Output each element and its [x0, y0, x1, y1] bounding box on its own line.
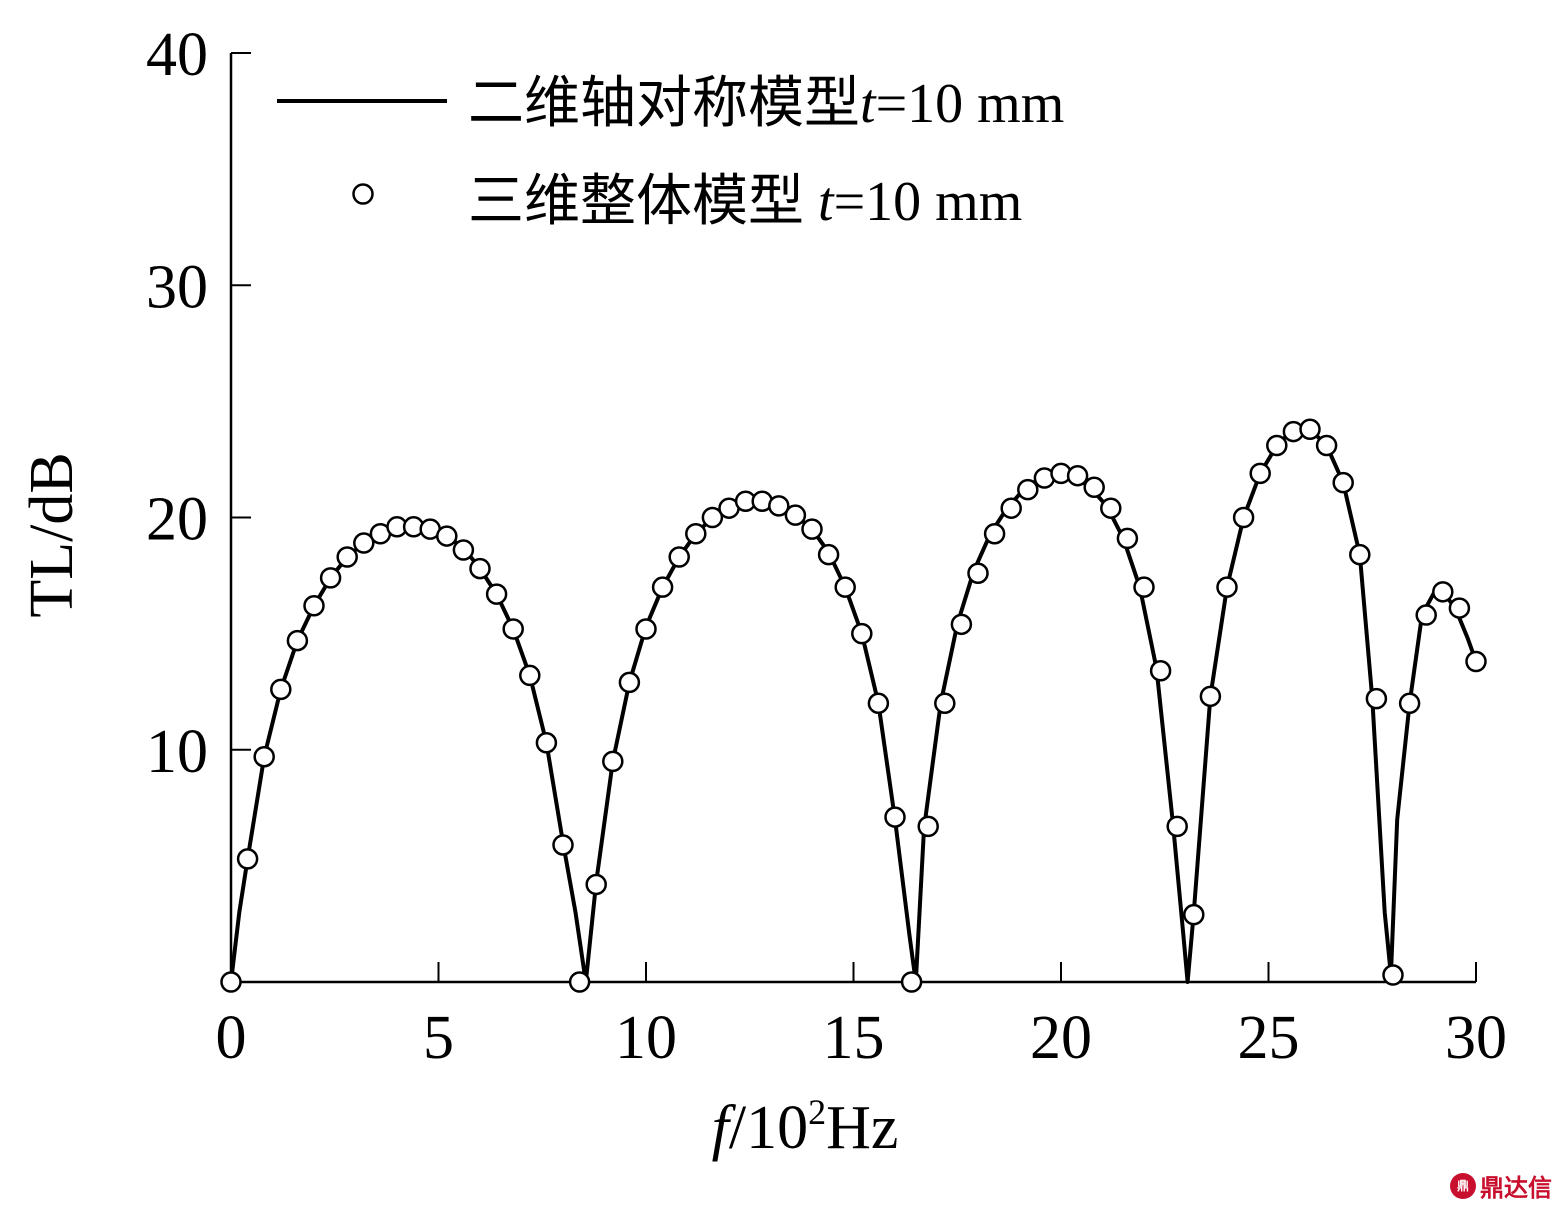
y-tick-label: 40 [146, 21, 208, 89]
data-point-marker [1448, 597, 1471, 619]
data-point-marker [319, 567, 342, 589]
data-point-marker [270, 678, 292, 701]
data-point-marker [1382, 964, 1404, 986]
data-point-marker [436, 525, 458, 547]
data-point-marker [1149, 660, 1172, 682]
data-point-marker [1166, 815, 1188, 838]
data-point-marker [1349, 543, 1371, 566]
data-point-marker [817, 543, 840, 566]
data-point-marker [1299, 418, 1321, 440]
y-tick-label: 30 [146, 253, 208, 321]
data-point-marker [1183, 903, 1205, 926]
data-point-marker [784, 504, 807, 526]
data-point-marker [867, 692, 890, 715]
data-point-marker [1432, 581, 1454, 603]
data-point-marker [485, 583, 508, 605]
y-tick-label: 20 [146, 486, 208, 554]
data-point-marker [1465, 650, 1487, 673]
data-point-marker [552, 834, 574, 856]
data-point-marker [618, 671, 641, 694]
data-point-marker [1398, 692, 1421, 715]
data-point-marker [1199, 685, 1222, 708]
data-point-marker [535, 732, 558, 754]
x-tick-label: 30 [1445, 1004, 1507, 1072]
x-tick-label: 20 [1030, 1004, 1092, 1072]
data-point-marker [1100, 497, 1122, 519]
y-axis-title: TL/dB [18, 452, 86, 617]
data-point-marker [1249, 462, 1271, 485]
data-point-marker [900, 971, 923, 993]
data-point-marker [635, 618, 657, 640]
data-point-marker [1266, 434, 1288, 457]
watermark-logo-icon: 鼎 [1450, 1172, 1476, 1199]
watermark-text: 鼎达信 [1480, 1174, 1552, 1202]
legend-label: 二维轴对称模型t=10 mm [468, 73, 1064, 135]
data-point-marker [768, 495, 790, 517]
data-point-marker [851, 622, 873, 645]
data-point-marker [1415, 604, 1437, 626]
data-point-marker [519, 664, 541, 687]
data-point-marker [1315, 434, 1338, 457]
data-point-marker [336, 546, 358, 568]
legend-label: 三维整体模型 t=10 mm [468, 171, 1022, 233]
data-point-marker [668, 546, 690, 568]
data-point-marker [502, 618, 524, 640]
data-point-marker [884, 806, 906, 828]
axis-ticks: 0 5 10 15 20 25 30 10 20 30 40 [146, 21, 1507, 1072]
data-point-marker [286, 629, 309, 652]
x-tick-label: 0 [216, 1004, 247, 1072]
data-point-marker [602, 750, 624, 773]
data-point-marker [651, 576, 674, 598]
x-tick-label: 10 [615, 1004, 677, 1072]
data-point-marker [1017, 478, 1039, 501]
data-point-marker [452, 539, 475, 561]
y-tick-label: 10 [146, 718, 208, 786]
data-point-marker [1083, 476, 1105, 499]
data-point-marker [967, 562, 989, 584]
data-point-marker [1232, 506, 1255, 529]
x-tick-label: 5 [423, 1004, 454, 1072]
data-point-marker [1116, 527, 1139, 550]
data-point-marker [303, 595, 325, 617]
data-point-marker [1216, 576, 1238, 598]
data-point-marker [917, 815, 939, 838]
data-point-marker [236, 848, 259, 870]
data-point-marker [685, 523, 707, 545]
data-point-marker [701, 506, 724, 529]
data-point-marker [1332, 471, 1354, 494]
x-axis-title: f/102Hz [712, 1092, 899, 1162]
data-point-marker [983, 523, 1006, 545]
series-2d-axisymmetric-line [229, 427, 1478, 984]
data-point-marker [834, 576, 856, 598]
data-point-marker [253, 745, 275, 768]
data-point-marker [353, 532, 375, 554]
data-point-marker [1000, 497, 1022, 519]
x-tick-label: 15 [823, 1004, 885, 1072]
x-tick-label: 25 [1238, 1004, 1300, 1072]
legend: 二维轴对称模型t=10 mm 三维整体模型 t=10 mm [277, 73, 1064, 233]
watermark: 鼎 鼎达信 [1450, 1168, 1552, 1203]
data-point-marker [1133, 576, 1155, 598]
data-point-marker [220, 971, 242, 993]
data-point-marker [801, 518, 823, 540]
data-point-marker [469, 557, 491, 580]
data-point-marker [1066, 464, 1089, 487]
data-point-marker [585, 873, 607, 896]
legend-circle-swatch [352, 183, 374, 205]
data-point-marker [934, 692, 956, 715]
data-point-marker [1365, 687, 1388, 710]
data-point-marker [950, 613, 973, 636]
line-path [229, 427, 1478, 984]
series-3d-full-model-markers [220, 418, 1487, 993]
data-point-marker [568, 971, 591, 993]
